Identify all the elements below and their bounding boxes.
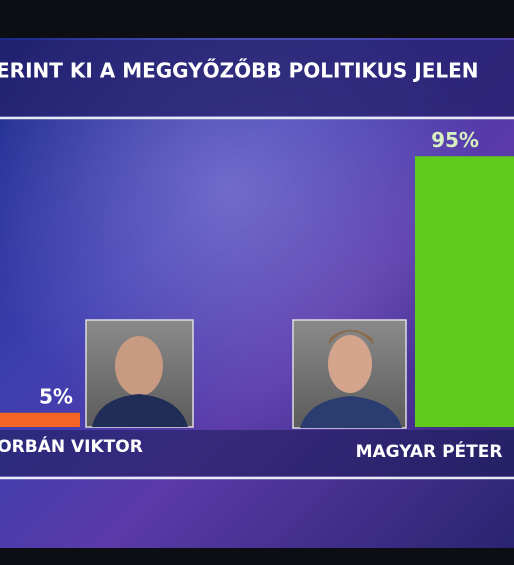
face <box>115 336 163 396</box>
photo-2 <box>292 319 407 429</box>
name-band <box>0 430 514 476</box>
hair <box>328 330 374 345</box>
value-label: 5% <box>39 384 73 408</box>
chart-title: ERINT KI A MEGGYŐZŐBB POLITIKUS JELEN <box>0 59 479 83</box>
category-label: ORBÁN VIKTOR <box>0 435 143 457</box>
face <box>328 335 372 393</box>
photo-1 <box>85 319 194 428</box>
suit <box>300 396 402 428</box>
bar <box>0 412 80 427</box>
category-label: MAGYAR PÉTER <box>356 440 503 462</box>
bar <box>415 156 514 427</box>
suit <box>92 394 188 427</box>
title-bar <box>0 40 514 116</box>
value-label: 95% <box>431 128 479 152</box>
